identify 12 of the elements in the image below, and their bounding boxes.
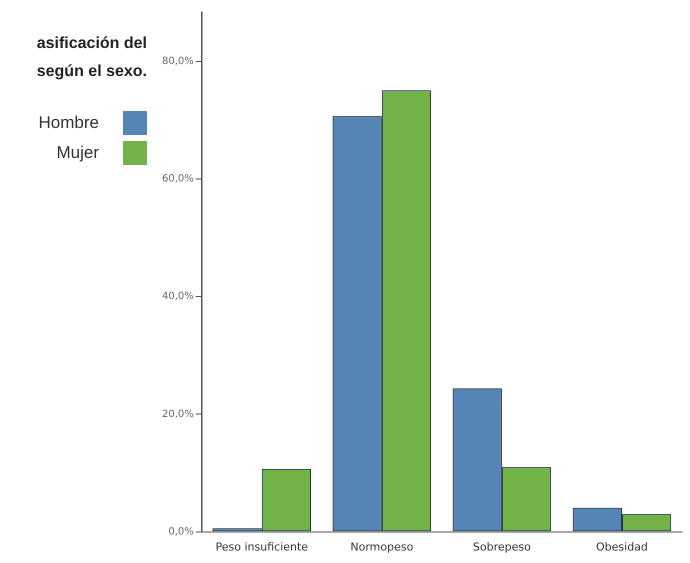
x-tick-label: Sobrepeso [472, 540, 532, 554]
x-tick-label: Obesidad [596, 540, 648, 554]
legend-label: Mujer [56, 143, 99, 163]
x-tick-label: Normopeso [350, 540, 414, 554]
legend-label: Hombre [38, 113, 99, 133]
y-tick-label: 60,0% [162, 174, 194, 185]
y-tick-label: 20,0% [162, 408, 194, 420]
text: asificación del según el sexo. [36, 34, 147, 82]
y-tick-label: 0,0% [168, 526, 194, 538]
y-tick-label: 80,0% [162, 56, 194, 67]
y-tick-label: 40,0% [162, 291, 194, 302]
x-tick-label: Peso insuficiente [216, 540, 308, 554]
